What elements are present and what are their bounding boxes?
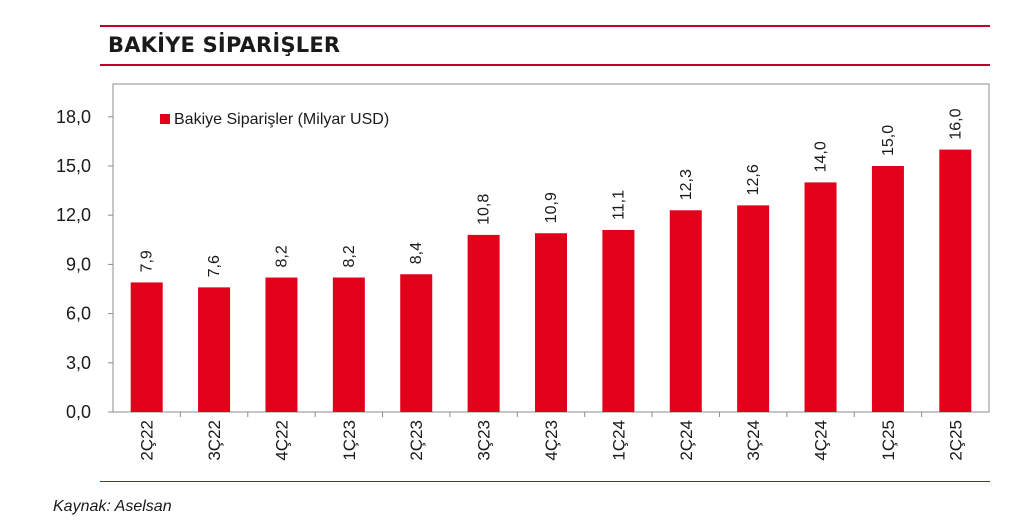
bar [130,282,163,412]
bar-value-label: 11,1 [610,190,627,220]
title-underline [100,64,990,66]
x-tick-label: 4Ç23 [542,420,561,461]
x-tick-label: 4Ç22 [272,420,291,461]
bar-value-label: 8,4 [408,242,425,264]
x-axis: 2Ç22 3Ç22 4Ç22 1Ç23 2Ç23 3Ç23 4Ç23 1Ç24 2Ç24 3Ç24… [138,412,965,461]
bottom-rule [100,481,990,482]
x-tick-label: 2Ç23 [407,420,426,461]
bar [198,287,231,412]
chart-title: BAKİYE SİPARİŞLER [108,33,341,57]
bar [332,277,365,412]
x-tick-label: 1Ç24 [609,420,628,461]
y-tick-label: 9,0 [66,254,91,274]
top-rule [100,25,990,27]
y-tick-label: 15,0 [56,156,91,176]
bar [737,205,770,412]
bar [602,229,635,412]
source-note: Kaynak: Aselsan [53,498,172,515]
bar-value-label: 8,2 [341,245,358,267]
legend-swatch [160,114,170,124]
bar-value-label: 12,3 [678,169,695,200]
bar-value-label: 10,8 [476,194,493,225]
x-tick-label: 3Ç24 [744,420,763,461]
bar-value-label: 7,6 [206,255,223,277]
bar [871,166,904,412]
bar [467,234,500,412]
bar-value-label: 12,6 [745,164,762,195]
bar [669,210,702,412]
y-tick-label: 6,0 [66,304,91,324]
bar-value-label: 15,0 [880,125,897,156]
bar-value-label: 14,0 [813,141,830,172]
bar [804,182,837,412]
y-tick-label: 18,0 [56,107,91,127]
x-tick-label: 2Ç24 [677,420,696,461]
bars [130,149,972,412]
bar [939,149,972,412]
x-tick-label: 1Ç23 [340,420,359,461]
x-tick-label: 1Ç25 [879,420,898,461]
bar-value-label: 7,9 [139,250,156,272]
bar [535,233,567,412]
x-tick-label: 2Ç22 [138,420,157,461]
x-tick-label: 3Ç22 [205,420,224,461]
bar [265,277,298,412]
x-tick-label: 3Ç23 [475,420,494,461]
y-tick-label: 3,0 [66,353,91,373]
y-axis: 0,0 3,0 6,0 9,0 12,0 15,0 18,0 [56,107,113,422]
y-tick-label: 12,0 [56,205,91,225]
legend: Bakiye Siparişler (Milyar USD) [160,111,389,128]
x-tick-label: 2Ç25 [946,420,965,461]
x-tick-label: 4Ç24 [812,420,831,461]
legend-label: Bakiye Siparişler (Milyar USD) [174,111,389,128]
bar-value-label: 16,0 [947,108,964,139]
bar-value-label: 8,2 [273,245,290,267]
value-labels: 7,9 7,6 8,2 8,2 8,4 10,8 10,9 11,1 12,3 12,6 14,0 1… [139,108,965,277]
bar [400,274,433,412]
bar-value-label: 10,9 [543,192,560,223]
y-tick-label: 0,0 [66,402,91,422]
